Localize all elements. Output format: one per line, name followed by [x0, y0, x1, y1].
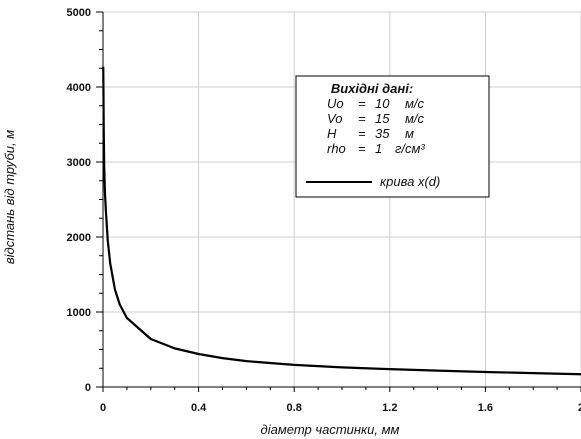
x-axis-tick-labels: 0 0.4 0.8 1.2 1.6 2: [100, 402, 581, 414]
y-tick-label: 0: [85, 382, 91, 394]
legend-param-eq: =: [358, 126, 366, 141]
legend-param-unit: г/см³: [395, 141, 425, 156]
legend-param-row: Uo = 10 м/с: [327, 96, 425, 111]
legend-param-unit: м/с: [405, 111, 425, 126]
y-axis-tick-labels: 0 1000 2000 3000 4000 5000: [67, 7, 91, 394]
legend-param-name: rho: [327, 141, 346, 156]
y-axis-label: відстань від труби, м: [2, 130, 17, 264]
x-tick-label: 2: [578, 402, 581, 414]
legend-param-name: Uo: [327, 96, 344, 111]
y-tick-label: 5000: [67, 7, 91, 19]
grid-vertical: [198, 12, 581, 387]
legend-box: [295, 75, 490, 198]
legend-param-value: 35: [375, 126, 390, 141]
legend-param-row: Vo = 15 м/с: [327, 111, 425, 126]
legend-param-value: 15: [375, 111, 390, 126]
series-line-curve: [102, 66, 581, 376]
legend-param-eq: =: [358, 141, 366, 156]
legend-param-eq: =: [358, 111, 366, 126]
x-axis-ticks: [102, 387, 581, 392]
grid-horizontal: [103, 11, 581, 313]
x-tick-label: 0.8: [287, 402, 302, 414]
y-axis-ticks: [96, 11, 103, 388]
legend-param-row: rho = 1 г/см³: [327, 141, 425, 156]
legend-param-row: H = 35 м: [327, 126, 414, 141]
legend-param-unit: м: [405, 126, 414, 141]
legend-title: Вихідні дані:: [331, 81, 413, 96]
y-tick-label: 3000: [67, 157, 91, 169]
y-tick-label: 1000: [67, 307, 91, 319]
y-tick-label: 4000: [67, 82, 91, 94]
legend-param-value: 1: [375, 141, 382, 156]
x-axis-label: діаметр частинки, мм: [261, 422, 400, 437]
legend-param-value: 10: [375, 96, 390, 111]
y-tick-label: 2000: [67, 232, 91, 244]
legend-param-unit: м/с: [405, 96, 425, 111]
x-tick-label: 1.2: [382, 402, 397, 414]
plot-area: [103, 12, 581, 387]
legend: Вихідні дані: Uo = 10 м/с Vo = 15 м/с H …: [295, 75, 490, 198]
legend-series-label: крива x(d): [380, 174, 440, 189]
legend-param-name: Vo: [327, 111, 342, 126]
legend-param-name: H: [327, 126, 337, 141]
legend-param-eq: =: [358, 96, 366, 111]
x-tick-label: 1.6: [478, 402, 493, 414]
x-tick-label: 0.4: [191, 402, 207, 414]
x-tick-label: 0: [100, 402, 106, 414]
